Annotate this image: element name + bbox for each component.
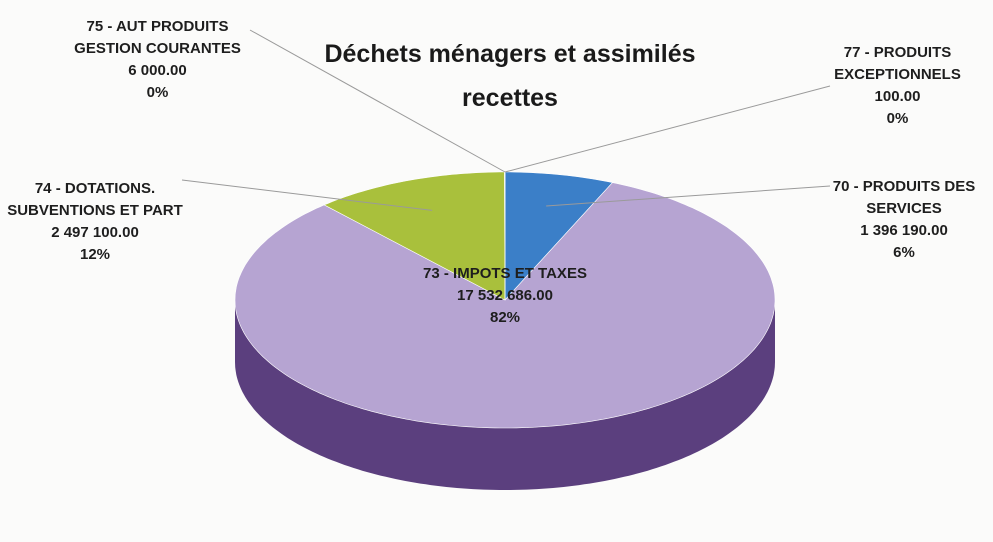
value-label: 100.00 [874, 88, 921, 105]
leader-line [181, 179, 433, 211]
leader-line [546, 185, 831, 207]
slice-label: 74 - DOTATIONS. SUBVENTIONS ET PART 2 497… [0, 178, 190, 266]
slice [234, 182, 776, 429]
slice [323, 171, 506, 301]
percent-label: 12% [79, 246, 111, 263]
percent-label: 82% [489, 309, 521, 326]
slice-label: 75 - AUT PRODUITS GESTION COURANTES 6 000… [55, 16, 260, 104]
slice-label: 70 - PRODUITS DES SERVICES 1 396 190.00 6% [815, 176, 993, 264]
category-label: 74 - DOTATIONS. SUBVENTIONS ET PART [7, 180, 183, 219]
value-label: 1 396 190.00 [860, 222, 948, 239]
category-label: 70 - PRODUITS DES SERVICES [832, 178, 976, 217]
value-label: 2 497 100.00 [51, 224, 139, 241]
leader-line [504, 85, 831, 173]
value-label: 17 532 686.00 [457, 287, 553, 304]
category-label: 75 - AUT PRODUITS GESTION COURANTES [74, 18, 241, 57]
chart-title: Déchets ménagers et assimilés recettes [324, 40, 696, 112]
value-label: 6 000.00 [128, 62, 187, 79]
slice-label: 73 - IMPOTS ET TAXES 17 532 686.00 82% [400, 263, 610, 329]
leader-line [249, 29, 506, 173]
category-label: 73 - IMPOTS ET TAXES [423, 265, 587, 282]
percent-label: 0% [146, 84, 169, 101]
slice-label: 77 - PRODUITS EXCEPTIONNELS 100.00 0% [820, 42, 975, 130]
category-label: 77 - PRODUITS EXCEPTIONNELS [834, 44, 961, 83]
slice [504, 171, 614, 301]
slice-side [235, 300, 775, 490]
percent-label: 6% [893, 244, 915, 261]
percent-label: 0% [886, 110, 909, 127]
